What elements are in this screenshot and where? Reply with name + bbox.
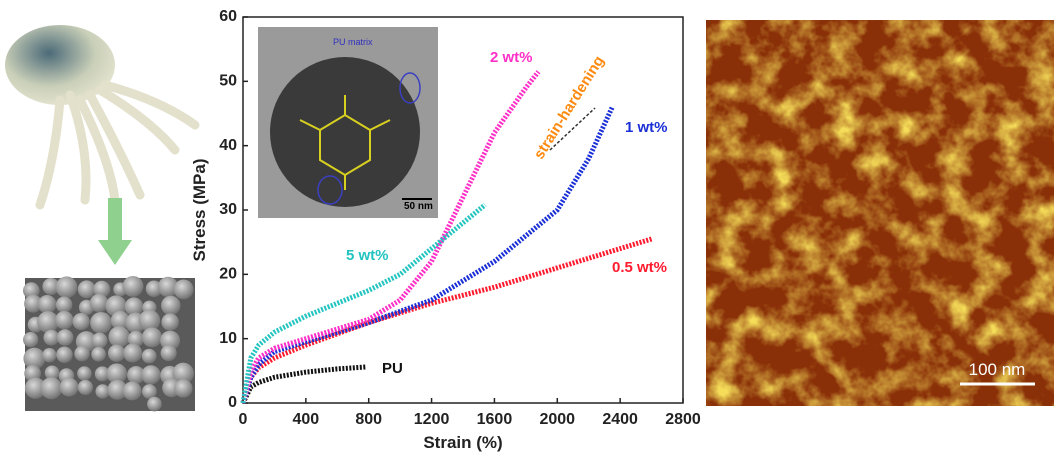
x-tick-label: 0	[239, 411, 248, 428]
inset-label: PU matrix	[333, 37, 373, 47]
sem-particle	[38, 295, 57, 314]
series-label: 1 wt%	[625, 119, 668, 136]
figure: PU matrix 50 nm strain-hardening Strain …	[0, 0, 1056, 461]
sem-particle	[56, 276, 78, 298]
sem-particle	[56, 347, 72, 363]
series-label: 5 wt%	[346, 247, 389, 264]
sem-particle	[123, 382, 142, 401]
series-line	[243, 367, 366, 403]
sem-particle	[90, 294, 108, 312]
sem-particle	[123, 344, 142, 363]
x-tick-label: 1200	[414, 411, 450, 428]
sem-particle	[57, 329, 74, 346]
sem-particle	[142, 384, 157, 399]
sem-particle	[141, 365, 160, 384]
afm-image	[706, 20, 1054, 406]
x-tick-label: 1600	[477, 411, 513, 428]
y-tick-label: 40	[219, 137, 237, 154]
y-tick-label: 10	[219, 330, 237, 347]
sem-particle	[108, 345, 125, 362]
sem-particle	[142, 327, 162, 347]
y-tick-label: 30	[219, 201, 237, 218]
sem-particle	[23, 332, 38, 347]
x-axis-label: Strain (%)	[423, 433, 502, 452]
x-tick-label: 800	[355, 411, 382, 428]
annotation: strain-hardening	[531, 53, 608, 162]
sem-particle	[91, 347, 106, 362]
sem-particle	[108, 326, 129, 347]
sem-particle	[40, 377, 62, 399]
sem-particle	[91, 333, 107, 349]
x-tick-label: 2800	[665, 411, 701, 428]
inset-tem	[258, 27, 438, 218]
sem-particle	[56, 296, 73, 313]
sem-particle	[174, 379, 192, 397]
inset-scale-label: 50 nm	[404, 201, 433, 212]
sem-particle	[74, 346, 89, 361]
sem-particle	[73, 313, 90, 330]
sem-particle	[147, 397, 162, 412]
x-tick-label: 2000	[539, 411, 575, 428]
series-line	[243, 239, 652, 403]
y-tick-label: 60	[219, 8, 237, 25]
series-label: 0.5 wt%	[612, 259, 667, 276]
sem-particle	[77, 366, 91, 380]
sem-particle	[78, 280, 96, 298]
sem-particle	[42, 348, 56, 362]
sem-particle	[123, 276, 144, 297]
x-tick-label: 400	[293, 411, 320, 428]
x-tick-label: 2400	[602, 411, 638, 428]
sem-particle	[174, 279, 194, 299]
series-line	[243, 205, 485, 403]
sem-particle	[78, 380, 93, 395]
arrow	[98, 198, 132, 265]
cuttlefish-photo	[5, 25, 195, 205]
y-tick-label: 50	[219, 73, 237, 90]
y-tick-label: 20	[219, 266, 237, 283]
sem-particle	[90, 312, 112, 334]
sem-particle	[161, 296, 180, 315]
sem-particle	[142, 349, 157, 364]
y-axis-label: Stress (MPa)	[190, 159, 209, 262]
series-label: 2 wt%	[490, 49, 533, 66]
sem-image	[23, 276, 195, 411]
series-label: PU	[382, 360, 403, 377]
y-tick-label: 0	[228, 394, 237, 411]
scale-bar-label: 100 nm	[969, 360, 1026, 379]
sem-particle	[60, 378, 79, 397]
sem-particle	[161, 313, 179, 331]
sem-particle	[161, 345, 177, 361]
sem-particle	[55, 311, 73, 329]
